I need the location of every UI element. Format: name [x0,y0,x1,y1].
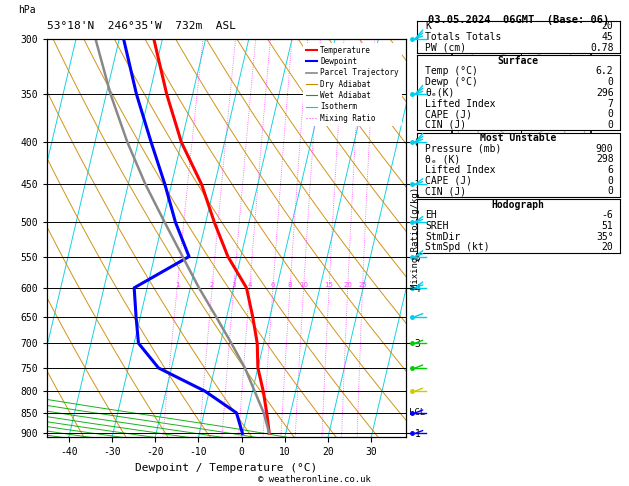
Text: 7: 7 [608,99,613,108]
Text: © weatheronline.co.uk: © weatheronline.co.uk [258,474,371,484]
X-axis label: Dewpoint / Temperature (°C): Dewpoint / Temperature (°C) [135,463,318,473]
Text: Lifted Index: Lifted Index [425,99,496,108]
Text: 20: 20 [602,21,613,31]
Text: kt: kt [455,37,466,46]
Text: 8: 8 [287,282,292,288]
Text: 4: 4 [247,282,252,288]
Text: PW (cm): PW (cm) [425,43,466,52]
Text: 900: 900 [596,144,613,154]
Text: 2: 2 [210,282,214,288]
Text: StmSpd (kt): StmSpd (kt) [425,243,490,252]
Text: CIN (J): CIN (J) [425,120,466,130]
Text: 0: 0 [608,77,613,87]
Text: -6: -6 [602,210,613,220]
Text: 0: 0 [608,187,613,196]
Text: θₑ (K): θₑ (K) [425,155,460,164]
Text: 0: 0 [608,176,613,186]
Text: LCL: LCL [409,408,425,417]
Text: 6.2: 6.2 [596,67,613,76]
Text: 0: 0 [608,120,613,130]
Text: 53°18'N  246°35'W  732m  ASL: 53°18'N 246°35'W 732m ASL [47,21,236,31]
Text: 03.05.2024  06GMT  (Base: 06): 03.05.2024 06GMT (Base: 06) [428,15,609,25]
Text: Totals Totals: Totals Totals [425,32,501,42]
Text: EH: EH [425,210,437,220]
Text: CAPE (J): CAPE (J) [425,109,472,119]
Text: hPa: hPa [18,5,36,15]
Text: 6: 6 [270,282,275,288]
Text: Surface: Surface [498,56,539,66]
Text: 25: 25 [358,282,367,288]
Text: θₑ(K): θₑ(K) [425,88,455,98]
Text: 20: 20 [343,282,352,288]
Text: 15: 15 [325,282,333,288]
Text: SREH: SREH [425,221,448,231]
Text: CIN (J): CIN (J) [425,187,466,196]
Text: 0: 0 [608,109,613,119]
Text: 1: 1 [175,282,179,288]
Text: 35°: 35° [596,232,613,242]
Text: 296: 296 [596,88,613,98]
Legend: Temperature, Dewpoint, Parcel Trajectory, Dry Adiabat, Wet Adiabat, Isotherm, Mi: Temperature, Dewpoint, Parcel Trajectory… [303,43,402,125]
Text: StmDir: StmDir [425,232,460,242]
Text: K: K [425,21,431,31]
Text: 10: 10 [299,282,308,288]
Text: Dewp (°C): Dewp (°C) [425,77,478,87]
Text: 3: 3 [231,282,236,288]
Text: Pressure (mb): Pressure (mb) [425,144,501,154]
Text: 0.78: 0.78 [590,43,613,52]
Text: 45: 45 [602,32,613,42]
Text: 20: 20 [602,243,613,252]
Text: 51: 51 [602,221,613,231]
Text: Temp (°C): Temp (°C) [425,67,478,76]
Text: Most Unstable: Most Unstable [480,133,557,143]
Text: Lifted Index: Lifted Index [425,165,496,175]
Text: 6: 6 [608,165,613,175]
Text: Mixing Ratio (g/kg): Mixing Ratio (g/kg) [411,187,420,289]
Text: Hodograph: Hodograph [492,200,545,209]
Y-axis label: km
ASL: km ASL [426,217,443,238]
Text: 298: 298 [596,155,613,164]
Text: CAPE (J): CAPE (J) [425,176,472,186]
